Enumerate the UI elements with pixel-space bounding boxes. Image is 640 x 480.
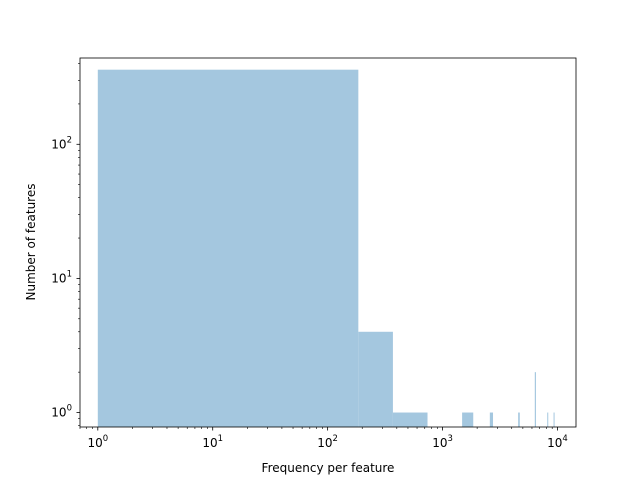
histogram-bar-0	[97, 69, 359, 427]
y-tick-label-1: 101	[51, 269, 72, 285]
x-tick-label-3: 103	[432, 434, 453, 450]
y-tick-label-0: 100	[51, 404, 72, 420]
histogram-bar-1	[358, 331, 393, 427]
x-tick-label-0: 100	[87, 434, 108, 450]
x-tick-label-4: 104	[547, 434, 568, 450]
histogram-bar-3	[462, 412, 474, 427]
histogram-bar-8	[553, 412, 555, 427]
x-tick-label-1: 101	[202, 434, 223, 450]
y-axis-ticks: 100 101 102	[51, 63, 80, 426]
histogram-bar-7	[547, 412, 549, 427]
histogram-bar-6	[534, 372, 536, 427]
histogram-bar-4	[489, 412, 494, 427]
x-axis-label: Frequency per feature	[262, 461, 395, 475]
histogram-bar-5	[518, 412, 520, 427]
y-axis-label: Number of features	[24, 184, 38, 301]
histogram-bars	[97, 69, 555, 427]
x-tick-label-2: 102	[317, 434, 338, 450]
y-tick-label-2: 102	[51, 135, 72, 151]
x-axis-ticks: 100 101 102 103 104	[79, 427, 568, 450]
histogram-bar-2	[392, 412, 428, 427]
